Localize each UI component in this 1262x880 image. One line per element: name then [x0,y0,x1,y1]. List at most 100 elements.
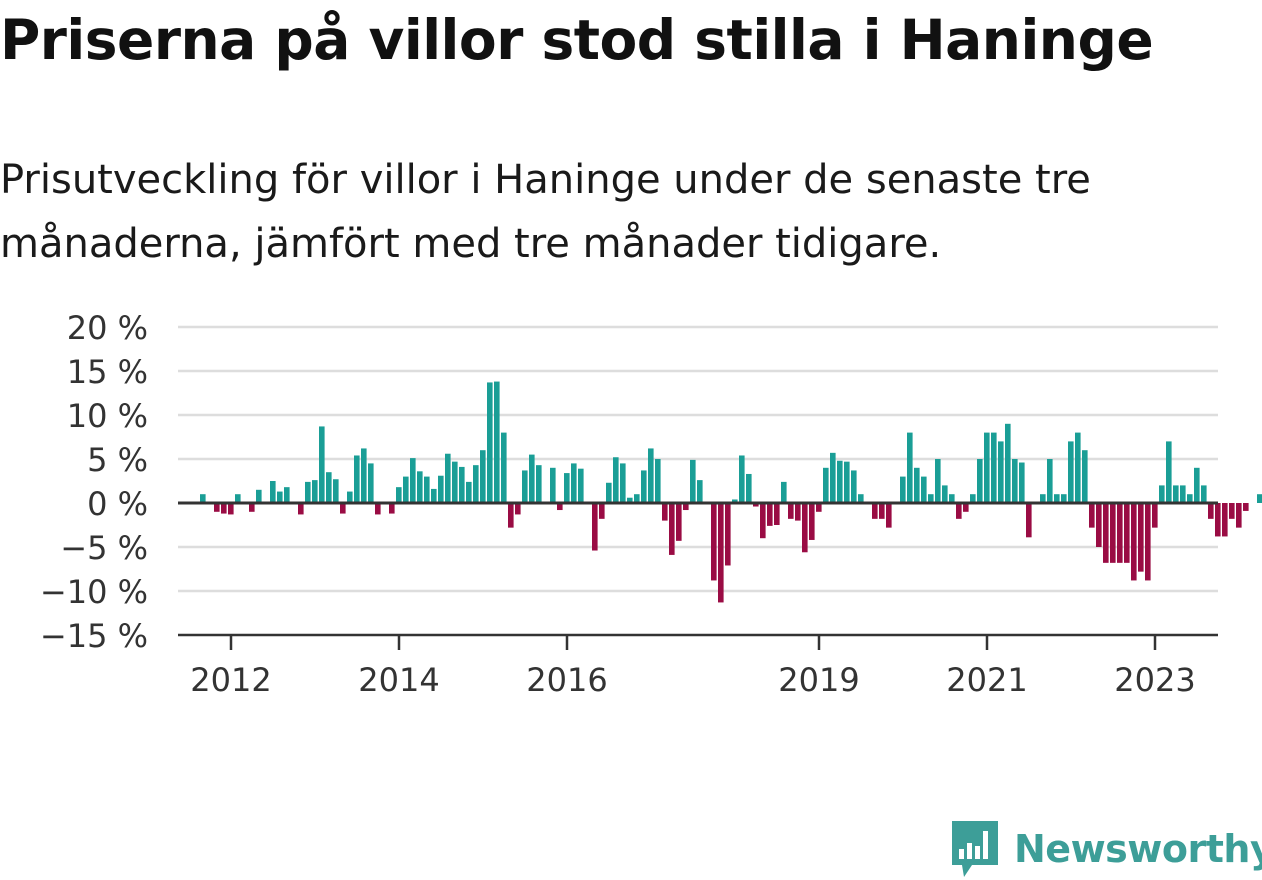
bar [928,494,934,503]
bar [1082,450,1088,503]
bar [200,494,206,503]
bar [1019,462,1025,503]
bar [718,503,724,603]
x-tick-label: 2023 [1114,661,1195,699]
bar [725,503,731,566]
newsworthy-logo: Newsworthy [950,818,1262,880]
bar [1054,494,1060,503]
bar [550,467,556,503]
bar [466,481,472,503]
bar [298,503,304,515]
bar [340,503,346,514]
bar [984,432,990,503]
y-tick-label: 5 % [87,441,148,479]
bar [592,503,598,551]
bar [1166,441,1172,503]
bar [648,448,654,503]
bar [816,503,822,512]
y-tick-label: −15 % [40,617,148,655]
bar [1187,494,1193,503]
bar [802,503,808,553]
bar [1047,459,1053,503]
bar [1110,503,1116,563]
bar [760,503,766,539]
bar [277,491,283,503]
bar [781,481,787,503]
bar [1173,485,1179,503]
bar [1061,494,1067,503]
bar [354,455,360,503]
x-tick-label: 2016 [526,661,607,699]
y-tick-label: 20 % [67,309,148,347]
bar [459,466,465,503]
bar [1103,503,1109,563]
bar [641,470,647,503]
bar [1124,503,1130,563]
bar [1089,503,1095,528]
bar [606,482,612,503]
bar [249,503,255,512]
bar [977,459,983,503]
bar [676,503,682,541]
bar [361,448,367,503]
bar [312,480,318,503]
bar [886,503,892,528]
bar [963,503,969,512]
x-tick-label: 2012 [190,661,271,699]
bar [508,503,514,528]
bar [900,476,906,503]
bar [501,432,507,503]
bar [1236,503,1242,528]
bar [1040,494,1046,503]
bar [1222,503,1228,537]
bar [1215,503,1221,537]
bar [746,473,752,503]
bar [732,499,738,503]
bar [270,481,276,503]
bar [599,503,605,519]
bar [613,457,619,503]
chart-subtitle: Prisutveckling för villor i Haninge unde… [0,157,1091,267]
bar [417,471,423,503]
y-tick-label: 15 % [67,353,148,391]
bar [921,476,927,503]
bar [347,491,353,503]
bar [319,426,325,503]
bar [1194,467,1200,503]
bar [942,485,948,503]
bar [1180,485,1186,503]
bar [1026,503,1032,538]
bar [795,503,801,521]
bar [823,467,829,503]
bar [333,479,339,503]
price-change-bar-chart: 20 % 15 % 10 % 5 % 0 % −5 % −10 % −15 % 2012 2014… [40,309,1262,699]
bar [473,465,479,503]
bar [438,475,444,503]
bar [424,476,430,503]
x-tick-label: 2019 [778,661,859,699]
y-tick-label: −10 % [40,573,148,611]
bar [326,472,332,503]
bar [305,481,311,503]
bar [956,503,962,519]
brand-name: Newsworthy [1014,827,1262,871]
bar [1131,503,1137,581]
bar [235,494,241,503]
bar [1068,441,1074,503]
bar [809,503,815,540]
bar [375,503,381,515]
bar [452,461,458,503]
bar [557,503,563,511]
x-tick-label: 2014 [358,661,439,699]
bar [431,488,437,503]
newsworthy-bar-chart-icon [952,821,998,877]
bar [914,467,920,503]
bar [221,503,227,514]
bar [1117,503,1123,563]
bar [970,494,976,503]
bar [494,381,500,503]
bar [774,503,780,525]
bar [515,503,521,515]
bar [767,503,773,526]
bar [949,494,955,503]
